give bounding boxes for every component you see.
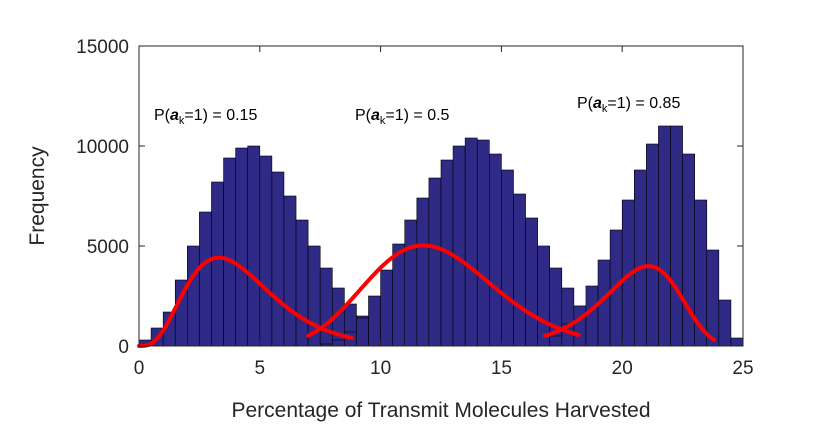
histogram-bar [585, 285, 599, 347]
histogram-bar [525, 217, 538, 347]
histogram-bar [476, 139, 490, 347]
y-tick-label: 5000 [87, 237, 129, 258]
histogram-bar [295, 219, 309, 347]
y-tick-label: 0 [118, 337, 129, 358]
histogram-bar [331, 339, 345, 347]
histogram-bar [368, 295, 381, 347]
histogram-bar [513, 193, 526, 347]
histogram-bar [247, 145, 261, 347]
histogram-bar [633, 169, 647, 347]
fit-curve [306, 243, 581, 338]
annotation-p085: P(ak=1) = 0.85 [577, 95, 680, 115]
histogram-bar [392, 243, 406, 347]
fit-curves-layer [137, 243, 717, 348]
histogram-bar [549, 335, 563, 347]
histogram-bar [464, 137, 478, 347]
plot-frame [138, 45, 744, 347]
annotation-p015: P(ak=1) = 0.15 [154, 107, 257, 127]
x-tick-label: 15 [491, 358, 512, 379]
fit-curve [542, 264, 717, 342]
histogram-bar [452, 145, 466, 347]
histogram-bar [428, 177, 442, 347]
x-tick-label: 0 [134, 358, 145, 379]
histogram-bar [416, 197, 430, 347]
histogram-bar [658, 125, 671, 347]
x-tick-label: 25 [732, 358, 753, 379]
histogram-bar [573, 305, 587, 347]
histogram-bar [404, 219, 418, 347]
x-tick-label: 20 [612, 358, 633, 379]
histogram-bar [235, 147, 249, 347]
histogram-bar [199, 211, 212, 347]
histogram-bar [283, 195, 297, 347]
histogram-bar [537, 245, 551, 347]
histogram-bar [501, 169, 514, 347]
histogram-bar [187, 245, 200, 347]
histogram-bar [706, 249, 720, 347]
x-axis-label: Percentage of Transmit Molecules Harvest… [231, 399, 650, 422]
histogram-bar [356, 317, 369, 347]
histogram-bar [223, 157, 236, 347]
histogram-bar [211, 181, 224, 347]
x-tick-label: 10 [370, 358, 391, 379]
ticks-layer: 0 5 10 15 20 25 0 5000 10000 15000 [76, 37, 753, 379]
histogram-bar [259, 155, 273, 347]
y-axis-label: Frequency [26, 146, 49, 246]
fit-curve [137, 255, 354, 348]
histogram-bar [646, 143, 659, 347]
y-tick-label: 10000 [76, 137, 129, 158]
histogram-bar [670, 125, 683, 347]
y-tick-label: 15000 [76, 37, 129, 58]
histogram-bar [730, 337, 744, 347]
histogram-bar [489, 153, 502, 347]
histogram-bar [380, 269, 393, 347]
x-tick-label: 5 [255, 358, 266, 379]
annotation-p05: P(ak=1) = 0.5 [355, 107, 450, 127]
histogram-bar [718, 299, 732, 347]
histogram-bar [319, 267, 333, 347]
histogram-bar [271, 171, 285, 347]
